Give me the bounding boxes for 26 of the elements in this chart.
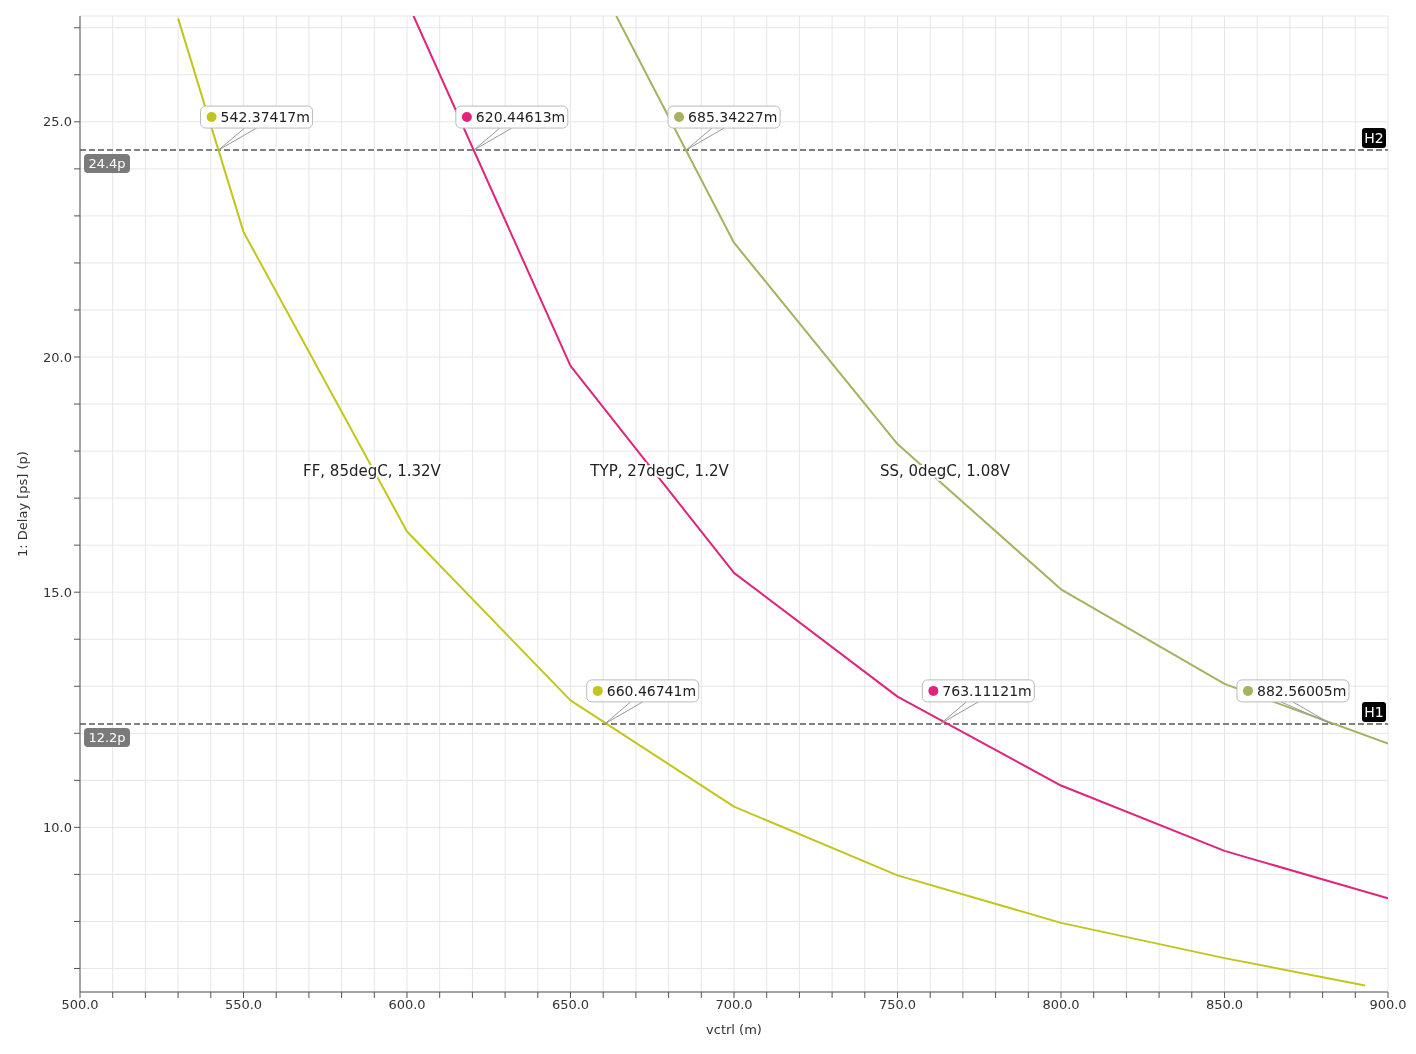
y-tick-label: 25.0	[43, 114, 72, 130]
y-tick-label: 15.0	[43, 584, 72, 600]
x-tick-label: 550.0	[224, 997, 263, 1013]
x-tick-label: 900.0	[1369, 997, 1407, 1013]
line-series	[177, 17, 1367, 987]
x-axis-title: vctrl (m)	[706, 1022, 762, 1037]
x-tick-label: 600.0	[388, 997, 426, 1013]
y-tick-label: 20.0	[43, 349, 72, 365]
x-tick-label: 800.0	[1042, 997, 1080, 1013]
annotation: 763.11121m	[942, 682, 1032, 699]
x-tick-label: 700.0	[715, 997, 753, 1013]
annotation: 24.4p	[88, 156, 126, 172]
annotation: 660.46741m	[606, 682, 697, 699]
ref-line-label: H2	[1364, 130, 1384, 147]
annotation: 542.37417m	[220, 109, 310, 126]
x-tick-label: 500.0	[61, 997, 99, 1013]
annotation: 882.56005m	[1256, 682, 1347, 699]
x-tick-label: 850.0	[1205, 997, 1244, 1013]
annotation: 685.34227m	[688, 109, 778, 126]
x-tick-label: 650.0	[551, 997, 590, 1013]
y-axis-title: 1: Delay [ps] (p)	[14, 451, 30, 557]
annotation: 12.2p	[88, 729, 126, 745]
annotation: 620.44613m	[475, 109, 566, 126]
y-tick-label: 10.0	[43, 819, 72, 835]
ref-line-label: H1	[1364, 703, 1384, 720]
x-tick-label: 750.0	[878, 997, 917, 1013]
